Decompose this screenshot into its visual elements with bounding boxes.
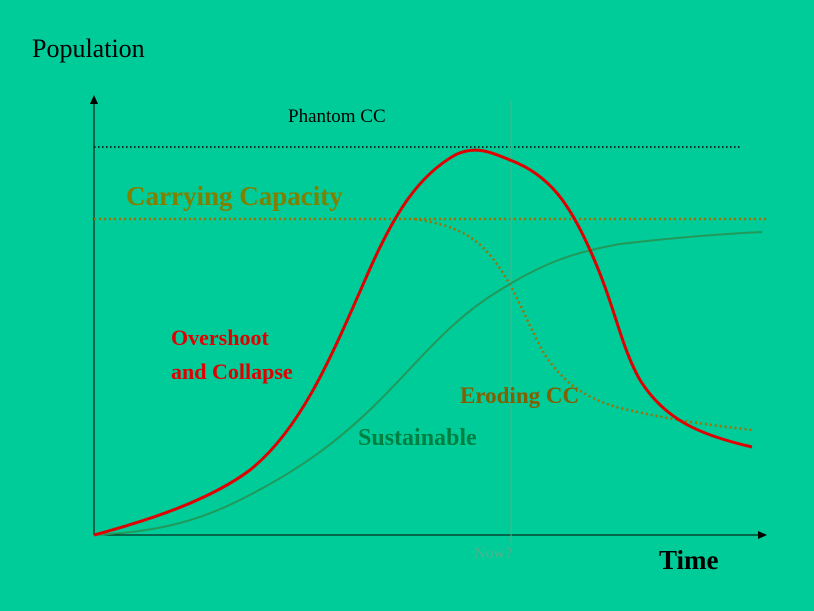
x-axis-arrow <box>758 531 767 539</box>
carrying-capacity-label: Carrying Capacity <box>126 181 343 211</box>
sustainable-label: Sustainable <box>358 425 477 451</box>
eroding-cc-label: Eroding CC <box>460 383 580 408</box>
overshoot-curve <box>93 148 753 537</box>
x-axis-title: Time <box>659 545 719 575</box>
y-axis-arrow <box>90 95 98 104</box>
overshoot-label-line2: and Collapse <box>171 359 293 384</box>
y-axis-title: Population <box>32 34 145 63</box>
now-label: Now? <box>474 545 513 562</box>
overshoot-label-line1: Overshoot <box>171 325 269 350</box>
sustainable-curve <box>93 231 763 536</box>
phantom-cc-label: Phantom CC <box>288 106 386 127</box>
